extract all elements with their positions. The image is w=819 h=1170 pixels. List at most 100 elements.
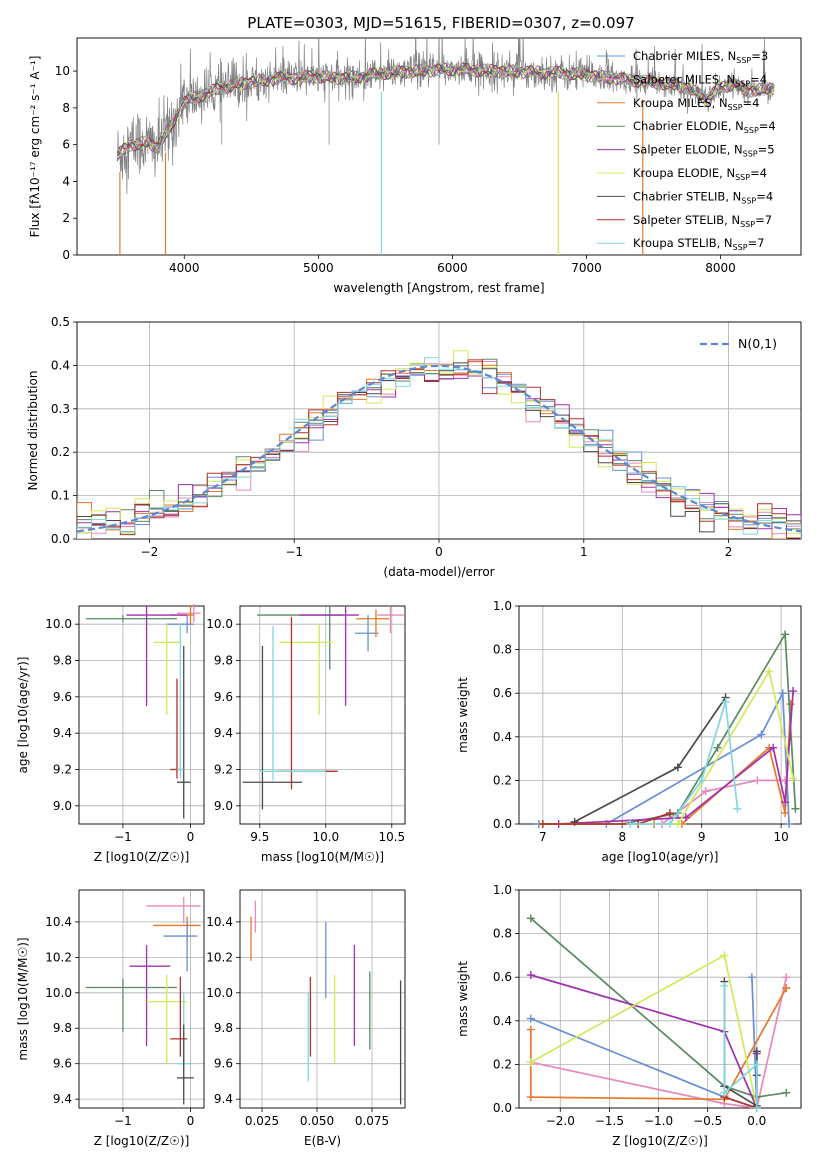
y-tick-label: 0.8 [493,927,512,941]
weight-marker [526,1058,535,1067]
errorbar-point [170,678,184,779]
axes-frame [239,605,406,825]
y-axis-label: age [log10(age/yr)] [16,657,30,774]
weight-marker [665,809,674,818]
x-tick-label: 10.5 [378,830,405,844]
errorbar-point [163,921,198,972]
legend-label: Kroupa ELODIE, NSSP=4 [633,166,767,182]
legend-label: Chabrier STELIB, NSSP=4 [633,189,773,205]
weight-marker [752,1047,761,1056]
y-tick-label: 0.0 [493,1101,512,1115]
weight-line [630,701,739,825]
x-tick-label: 0.0 [747,1114,766,1128]
panel-mass-vs-EBV: 0.025 0.050 0.075 9.4 9.6 9.8 10.0 10.2 10.4 E(B-… [206,889,406,1148]
y-tick-label: 0.1 [51,489,70,503]
x-tick-label: 10.0 [312,830,339,844]
weight-marker [769,743,778,752]
panel-weight-vs-Z: −2.0 −1.5 −1.0 −0.5 0.0 0.0 0.2 0.4 0.6 0.8 1.0 Z [… [456,883,802,1148]
weight-line [723,985,758,1108]
weight-line [542,669,794,825]
x-tick-label: 4000 [169,261,200,275]
hist-legend: N(0,1) [700,336,777,351]
axes-frame [76,321,802,540]
axes-frame [518,889,802,1109]
y-tick-label: 9.8 [53,1021,72,1035]
weight-marker [781,776,790,785]
weight-marker [720,951,729,960]
y-axis-label: mass weight [456,961,470,1037]
x-axis-label: (data-model)/error [383,565,494,579]
spectrum-legend: Chabrier MILES, NSSP=3 Salpeter MILES, NS… [597,49,776,252]
x-tick-label: 0 [435,545,443,559]
weight-marker [791,804,800,813]
y-tick-label: 0.5 [51,315,70,329]
histograms [77,350,801,539]
errorbar-point [176,645,191,819]
y-tick-label: 9.6 [53,690,72,704]
weight-marker [526,1014,535,1023]
errorbar-point [279,624,333,715]
y-tick-label: 0.4 [51,358,70,372]
y-tick-label: 9.0 [53,799,72,813]
errorbar-point [146,975,188,1064]
y-axis-label: mass weight [456,677,470,753]
x-tick-label: −1.5 [595,1114,624,1128]
errorbar-point [356,609,390,637]
weight-marker [781,630,790,639]
weight-marker [626,820,635,828]
y-tick-label: 9.8 [53,654,72,668]
legend-label: Chabrier MILES, NSSP=3 [633,49,768,65]
x-tick-label: 7000 [571,261,602,275]
panel-age-vs-mass: 9.5 10.0 10.5 9.0 9.2 9.4 9.6 9.8 10.0 mass [log1… [206,605,406,864]
x-tick-label: 1 [580,545,588,559]
axes-frame [78,889,205,1109]
normal-curve [77,364,801,533]
weight-marker [665,820,674,828]
weight-marker [782,973,791,982]
weight-marker [752,1060,761,1069]
panel-mass-vs-Z: −1 0 9.4 9.6 9.8 10.0 10.2 10.4 Z [log10(Z/Z☉)] m… [16,889,205,1148]
weight-line [724,1096,758,1109]
x-axis-label: Z [log10(Z/Z☉)] [94,850,190,864]
y-tick-label: 1.0 [493,599,512,613]
y-tick-label: 0.6 [493,686,512,700]
legend-label: Kroupa STELIB, NSSP=7 [633,236,764,252]
y-tick-label: 0.2 [493,1057,512,1071]
errorbar-point [85,978,177,1032]
x-axis-label: E(B-V) [304,1134,341,1148]
x-tick-label: 0.025 [245,1114,279,1128]
weight-marker [782,1088,791,1097]
y-tick-label: 9.6 [214,1057,233,1071]
weight-marker [697,776,706,785]
weight-line [661,779,786,825]
weight-marker [526,914,535,923]
y-tick-label: 6 [62,138,70,152]
x-tick-label: −2 [141,545,159,559]
errorbar-point [259,625,326,781]
weight-marker [778,689,787,698]
weight-marker [786,700,795,709]
errorbar-point [146,897,201,924]
y-tick-label: 0.8 [493,643,512,657]
errorbar-point [153,916,201,944]
legend-label: Salpeter STELIB, NSSP=7 [633,213,772,229]
y-tick-label: 9.0 [214,799,233,813]
x-tick-label: 7 [539,830,547,844]
errorbar-point [354,615,379,652]
weight-marker [721,697,730,706]
y-tick-label: 2 [62,211,70,225]
y-tick-label: 10.2 [206,950,233,964]
weight-line [622,631,797,825]
errorbar-point [176,604,201,623]
y-tick-label: 0.0 [493,817,512,831]
x-tick-label: −1 [114,1114,132,1128]
x-tick-label: −1 [285,545,303,559]
x-tick-label: 0.075 [355,1114,389,1128]
x-tick-label: 10 [774,830,789,844]
weight-marker [538,820,547,828]
errorbar-point [176,624,184,779]
errorbar-point [242,645,303,810]
y-axis-label: mass [log10(M/M☉)] [16,937,30,1060]
panel-residual-hist: −2 −1 0 1 2 0.0 0.1 0.2 0.3 0.4 0.5 (data-model)/er… [26,315,802,579]
